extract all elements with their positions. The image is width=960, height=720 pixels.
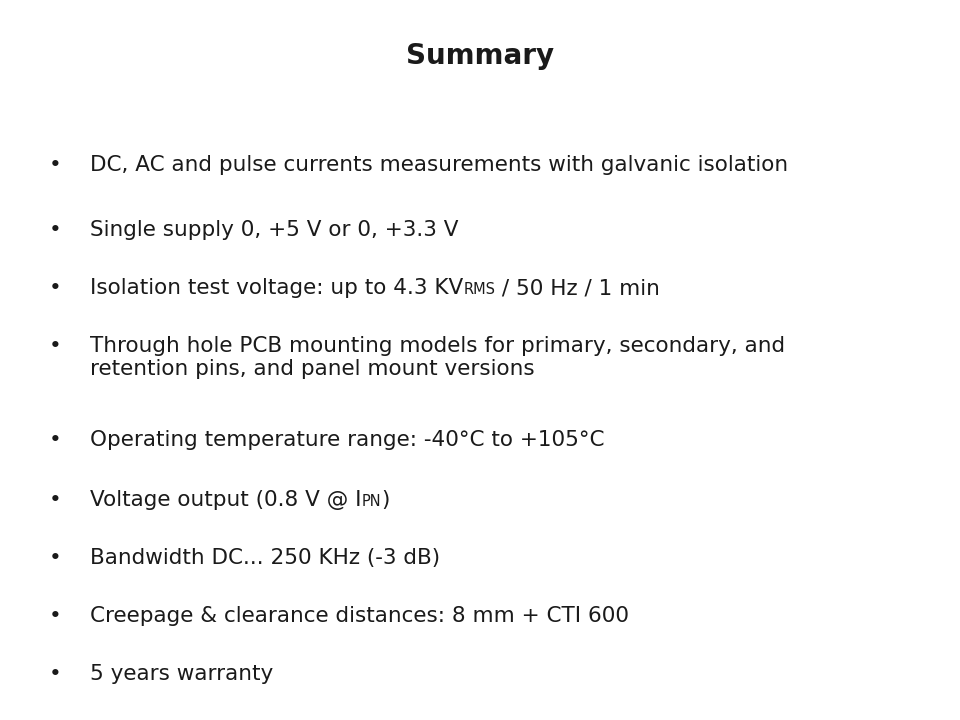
Text: DC, AC and pulse currents measurements with galvanic isolation: DC, AC and pulse currents measurements w… [90, 155, 788, 175]
Text: Creepage & clearance distances: 8 mm + CTI 600: Creepage & clearance distances: 8 mm + C… [90, 606, 629, 626]
Text: RMS: RMS [464, 282, 495, 297]
Text: •: • [49, 606, 61, 626]
Text: Through hole PCB mounting models for primary, secondary, and
retention pins, and: Through hole PCB mounting models for pri… [90, 336, 785, 379]
Text: Bandwidth DC... 250 KHz (-3 dB): Bandwidth DC... 250 KHz (-3 dB) [90, 548, 440, 568]
Text: Voltage output (0.8 V @ I: Voltage output (0.8 V @ I [90, 490, 362, 510]
Text: •: • [49, 336, 61, 356]
Text: •: • [49, 155, 61, 175]
Text: ): ) [381, 490, 390, 510]
Text: Summary: Summary [406, 42, 554, 70]
Text: Single supply 0, +5 V or 0, +3.3 V: Single supply 0, +5 V or 0, +3.3 V [90, 220, 459, 240]
Text: •: • [49, 548, 61, 568]
Text: 5 years warranty: 5 years warranty [90, 664, 274, 684]
Text: / 50 Hz / 1 min: / 50 Hz / 1 min [495, 278, 660, 298]
Text: Isolation test voltage: up to 4.3 KV: Isolation test voltage: up to 4.3 KV [90, 278, 464, 298]
Text: •: • [49, 430, 61, 450]
Text: •: • [49, 664, 61, 684]
Text: •: • [49, 278, 61, 298]
Text: PN: PN [362, 494, 381, 509]
Text: •: • [49, 490, 61, 510]
Text: •: • [49, 220, 61, 240]
Text: Operating temperature range: -40°C to +105°C: Operating temperature range: -40°C to +1… [90, 430, 605, 450]
